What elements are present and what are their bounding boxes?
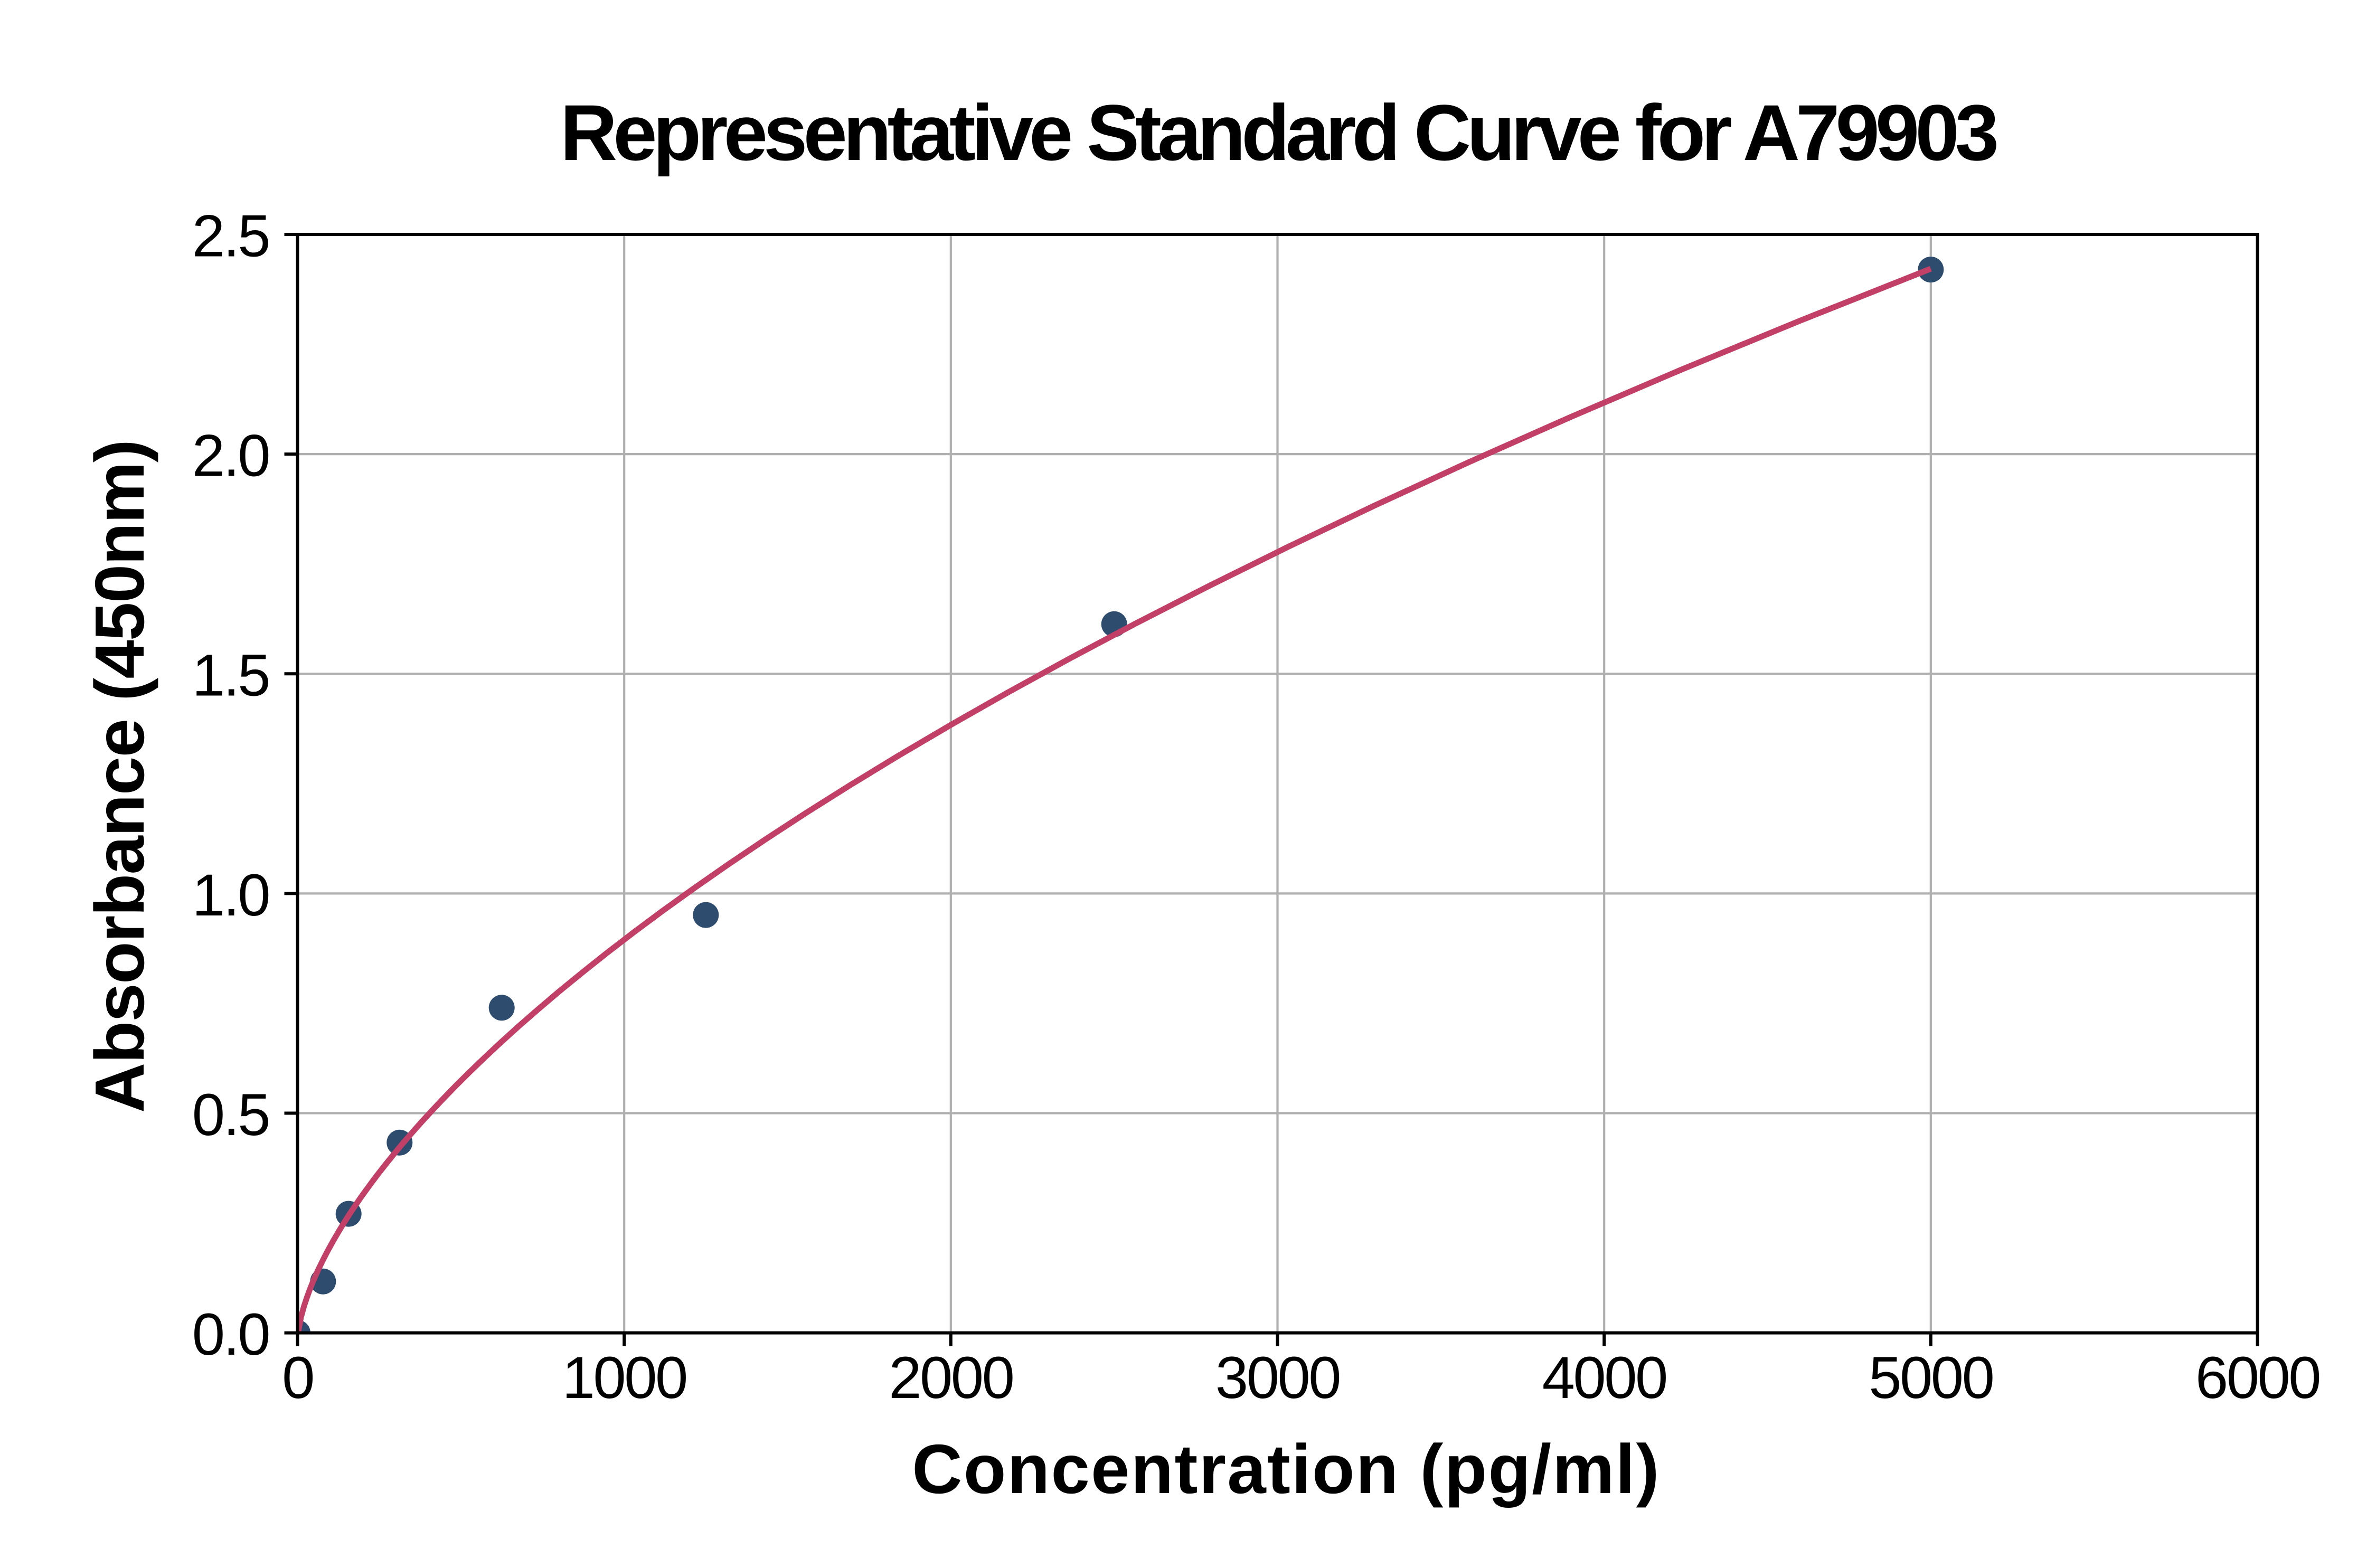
- svg-text:3000: 3000: [1215, 1345, 1340, 1411]
- svg-text:5000: 5000: [1869, 1345, 1993, 1411]
- svg-text:Representative Standard Curve: Representative Standard Curve for A79903: [560, 88, 1996, 177]
- svg-text:2000: 2000: [889, 1345, 1013, 1411]
- svg-text:1000: 1000: [562, 1345, 686, 1411]
- svg-text:2.0: 2.0: [192, 423, 269, 489]
- svg-text:0.0: 0.0: [192, 1301, 269, 1367]
- svg-text:6000: 6000: [2195, 1345, 2320, 1411]
- svg-text:0.5: 0.5: [192, 1082, 269, 1148]
- svg-text:1.0: 1.0: [192, 862, 269, 928]
- svg-text:Absorbance (450nm): Absorbance (450nm): [81, 440, 158, 1113]
- svg-text:Concentration (pg/ml): Concentration (pg/ml): [912, 1430, 1660, 1508]
- svg-text:2.5: 2.5: [192, 203, 269, 269]
- svg-text:0: 0: [282, 1345, 313, 1411]
- svg-text:4000: 4000: [1542, 1345, 1666, 1411]
- svg-text:1.5: 1.5: [192, 643, 269, 709]
